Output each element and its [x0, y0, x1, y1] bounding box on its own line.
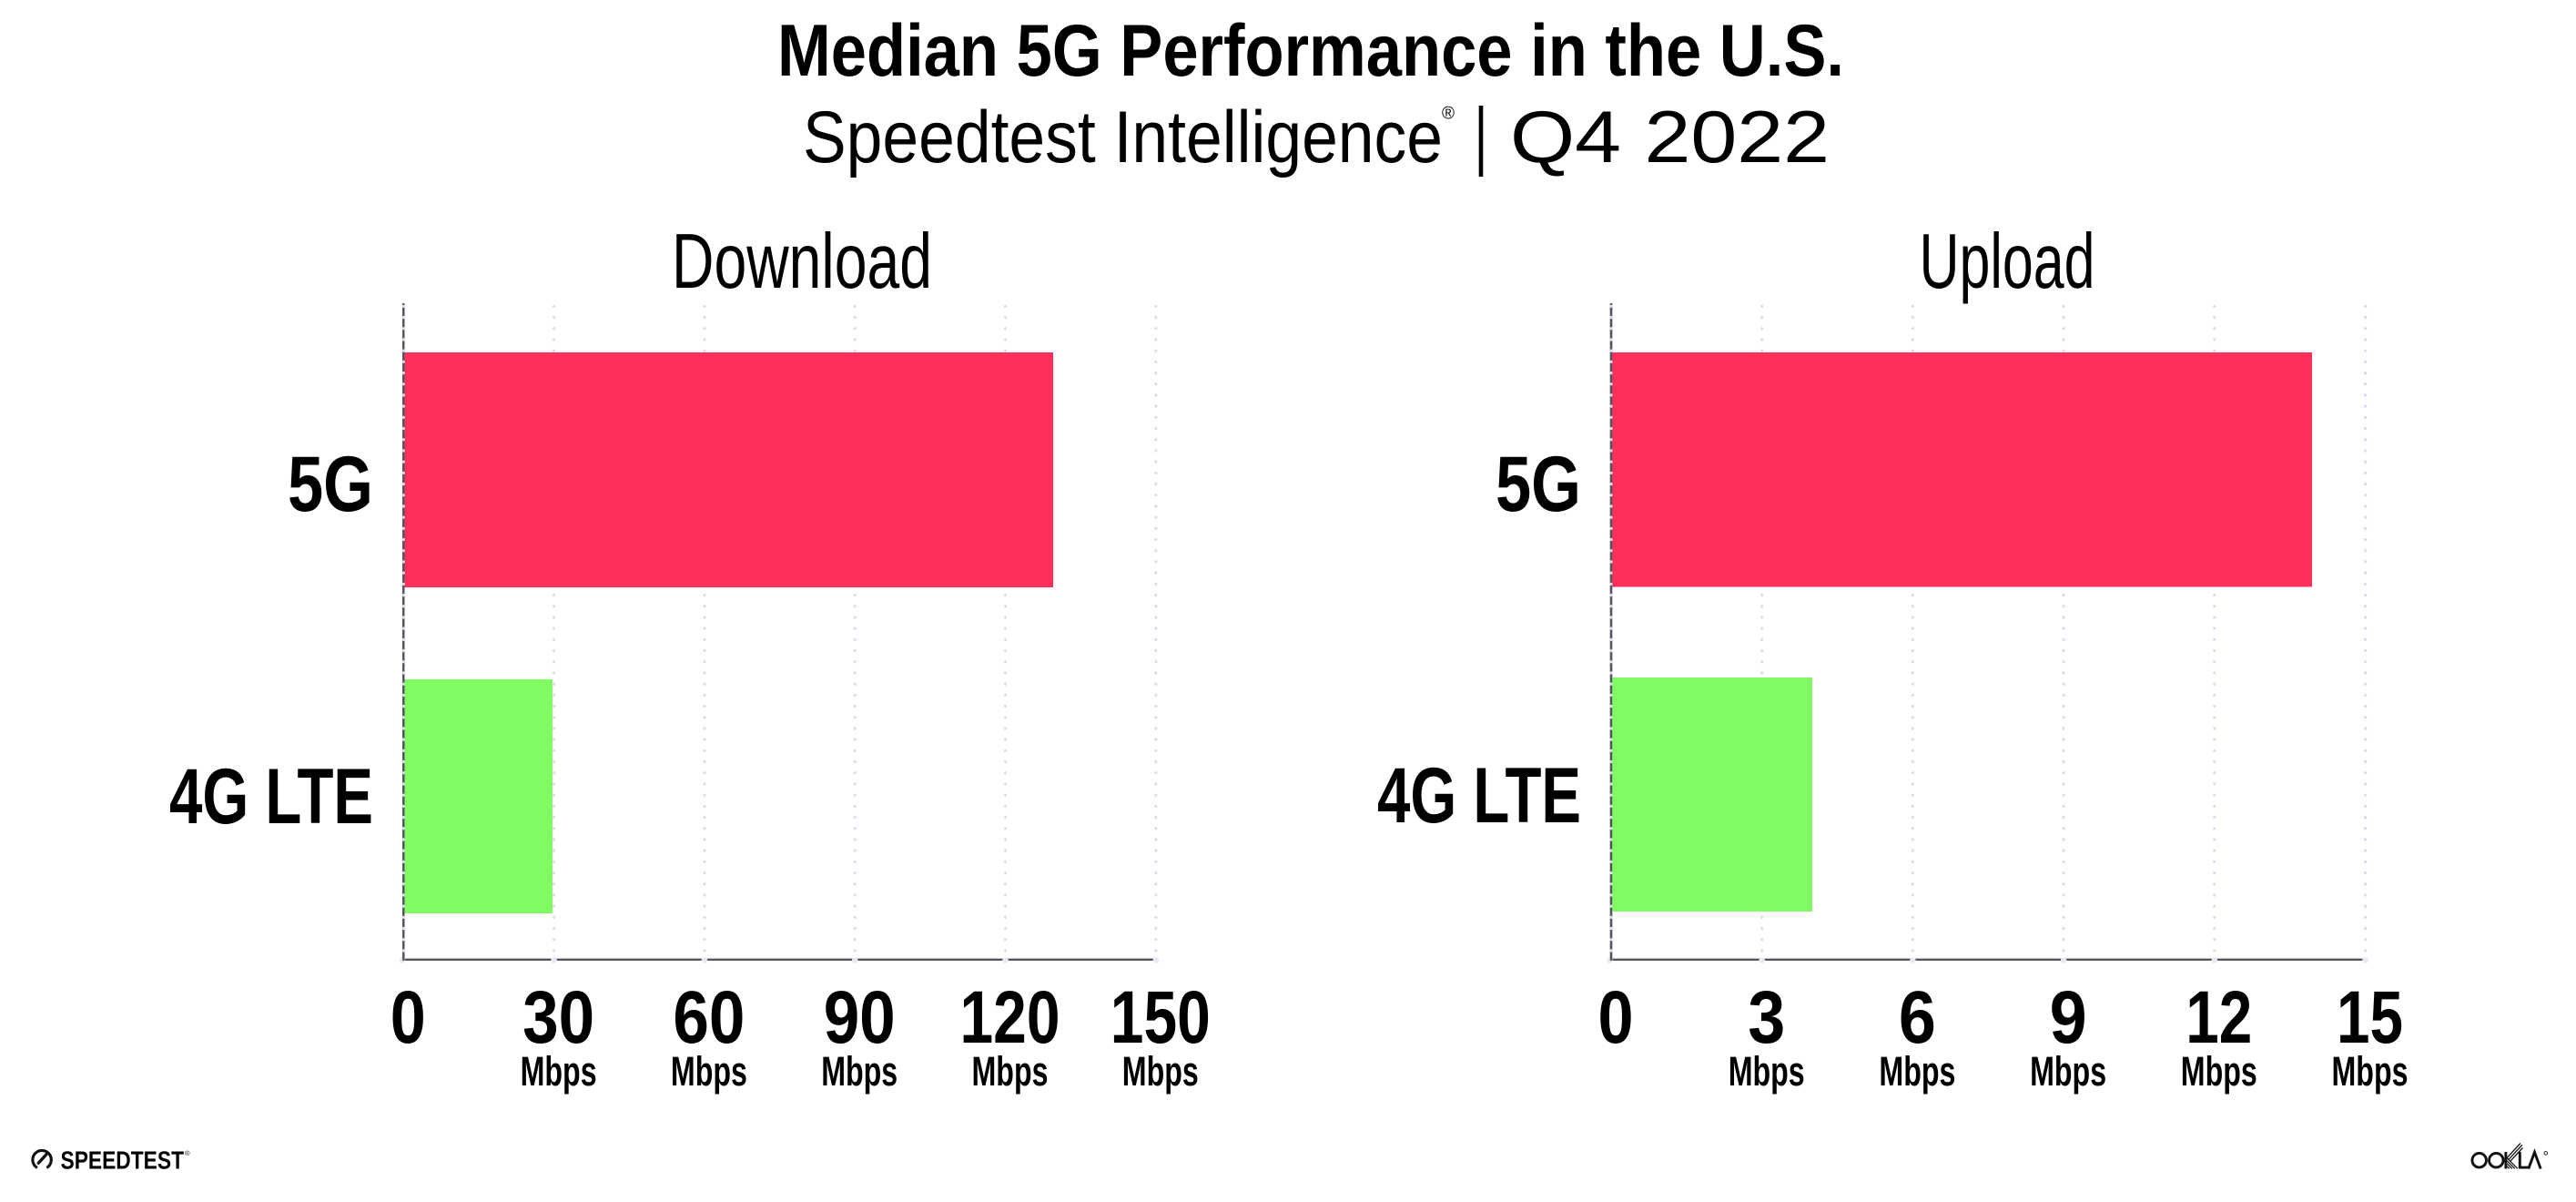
- svg-text:0: 0: [390, 976, 426, 1059]
- svg-text:Mbps: Mbps: [1729, 1048, 1805, 1095]
- svg-text:Mbps: Mbps: [821, 1048, 898, 1095]
- svg-text:®: ®: [1442, 105, 1455, 124]
- svg-text:30: 30: [522, 976, 594, 1059]
- svg-text:Mbps: Mbps: [1879, 1048, 1955, 1095]
- svg-text:15: 15: [2337, 976, 2403, 1059]
- svg-text:6: 6: [1899, 976, 1936, 1059]
- svg-text:Speedtest Intelligence: Speedtest Intelligence: [803, 97, 1443, 178]
- svg-text:Mbps: Mbps: [2332, 1048, 2409, 1095]
- svg-text:Upload: Upload: [1920, 219, 2095, 305]
- svg-text:150: 150: [1111, 976, 1211, 1059]
- svg-text:Mbps: Mbps: [1122, 1048, 1199, 1095]
- svg-text:Mbps: Mbps: [2181, 1048, 2257, 1095]
- svg-text:120: 120: [960, 976, 1060, 1059]
- svg-text:5G: 5G: [288, 441, 373, 528]
- svg-text:4G LTE: 4G LTE: [169, 753, 373, 840]
- svg-text:Download: Download: [672, 219, 932, 305]
- svg-text:60: 60: [673, 976, 745, 1059]
- svg-text:5G: 5G: [1496, 441, 1581, 528]
- svg-text:®: ®: [185, 1149, 190, 1157]
- svg-text:90: 90: [824, 976, 896, 1059]
- svg-text:Median 5G Performance in the U: Median 5G Performance in the U.S.: [777, 10, 1844, 92]
- svg-text:4G LTE: 4G LTE: [1377, 752, 1581, 840]
- svg-text:0: 0: [1598, 976, 1634, 1059]
- svg-text:SPEEDTEST: SPEEDTEST: [61, 1146, 185, 1175]
- svg-text:Mbps: Mbps: [972, 1048, 1049, 1095]
- svg-text:3: 3: [1748, 976, 1785, 1059]
- svg-text:Q4 2022: Q4 2022: [1510, 97, 1830, 178]
- svg-text:Mbps: Mbps: [521, 1048, 597, 1095]
- svg-text:9: 9: [2050, 976, 2087, 1059]
- svg-text:Mbps: Mbps: [2030, 1048, 2106, 1095]
- svg-text:12: 12: [2186, 976, 2252, 1059]
- svg-text:Mbps: Mbps: [671, 1048, 747, 1095]
